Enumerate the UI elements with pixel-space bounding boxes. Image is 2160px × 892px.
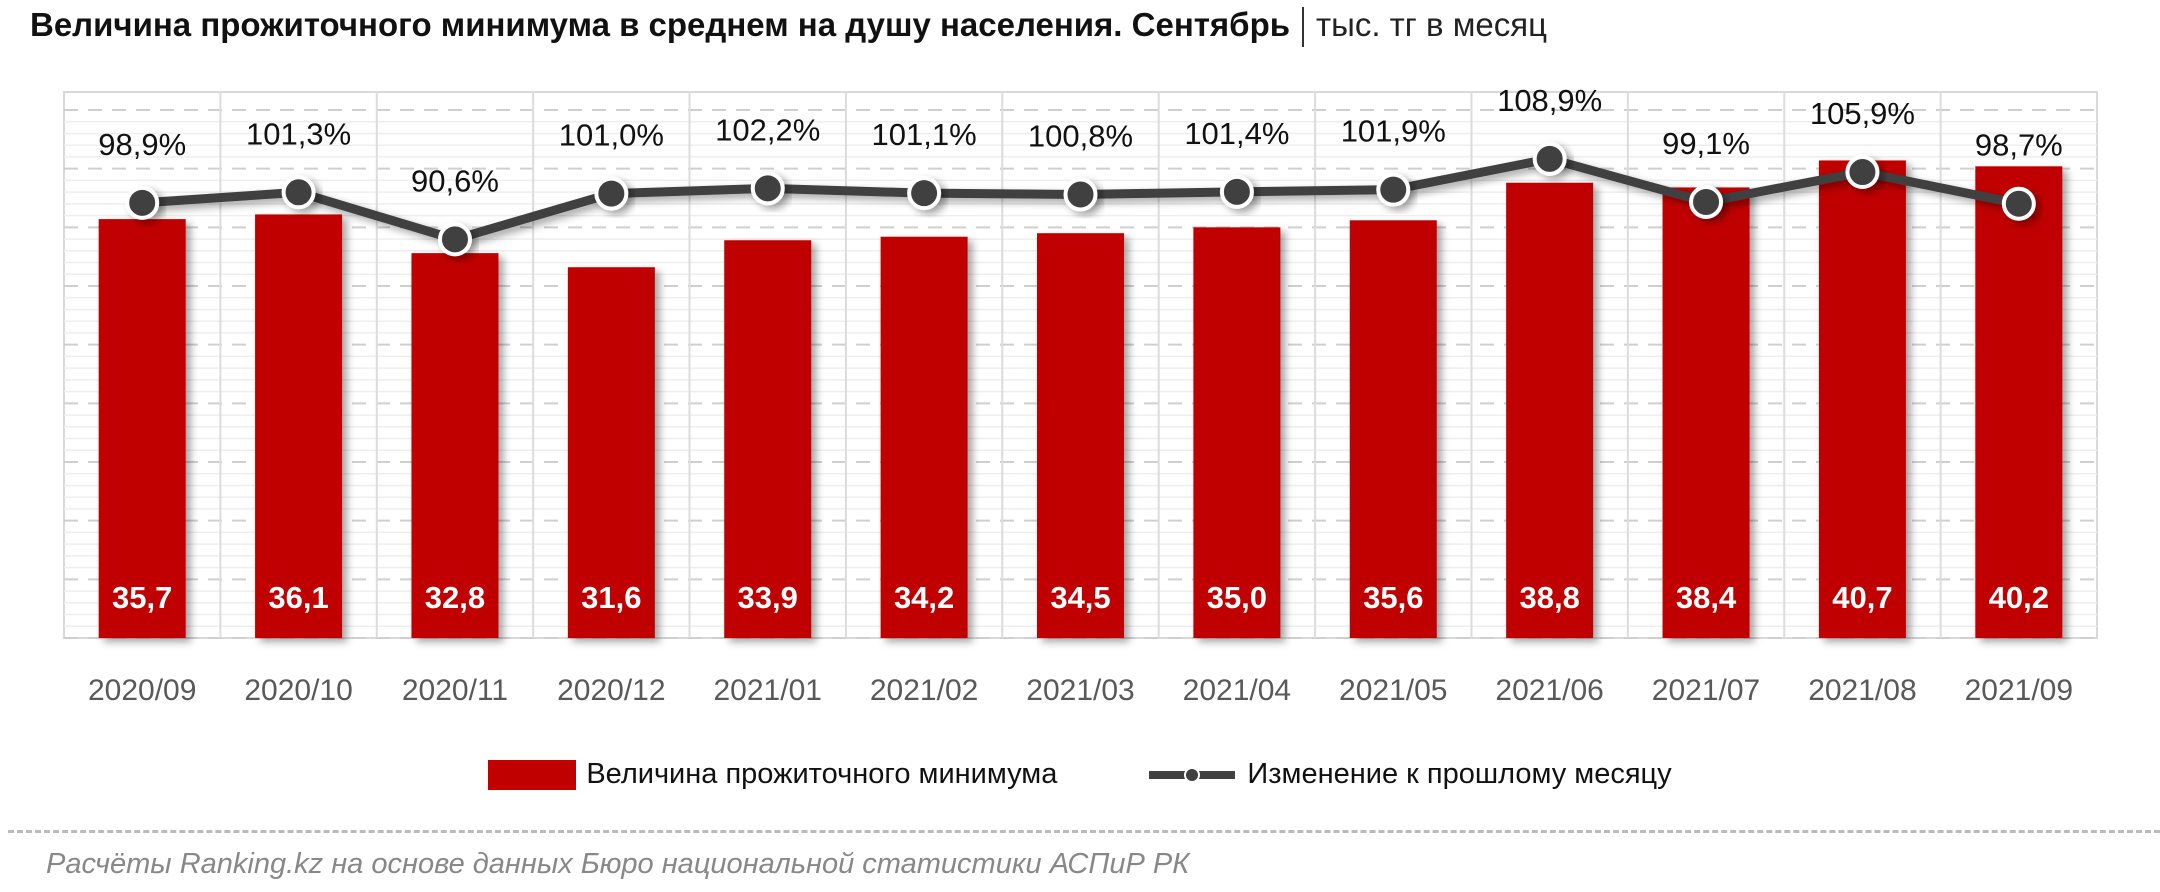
line-point (750, 171, 785, 206)
legend-label-bars: Величина прожиточного минимума (586, 758, 1058, 790)
legend-item-line: Изменение к прошлому месяцу (1147, 758, 1672, 791)
legend: Величина прожиточного минимума Изменение… (0, 758, 2160, 791)
x-tick-label: 2021/01 (714, 674, 822, 707)
line-value-label: 101,1% (872, 117, 977, 152)
x-tick-label: 2021/05 (1339, 674, 1447, 707)
x-tick-label: 2021/04 (1183, 674, 1291, 707)
chart-title: Величина прожиточного минимума в среднем… (30, 6, 1548, 48)
x-tick-label: 2021/09 (1965, 674, 2073, 707)
bar (1662, 187, 1750, 638)
title-divider (1302, 7, 1305, 48)
line-point (281, 175, 316, 210)
line-value-label: 98,7% (1975, 128, 2063, 163)
line-value-label: 101,3% (246, 116, 351, 151)
line-point (1689, 184, 1724, 219)
x-tick-label: 2021/03 (1026, 674, 1134, 707)
x-tick-label: 2021/07 (1652, 674, 1760, 707)
x-tick-label: 2020/11 (402, 674, 508, 707)
line-value-label: 98,9% (98, 127, 186, 162)
bar (411, 253, 499, 638)
legend-swatch-line (1149, 766, 1236, 783)
bar-value-label: 38,4 (1676, 580, 1737, 615)
bar (1349, 220, 1437, 638)
line-value-label: 101,9% (1341, 114, 1446, 149)
line-value-label: 99,1% (1662, 126, 1750, 161)
line-point (125, 185, 160, 220)
line-point (1532, 141, 1567, 176)
line-point (1219, 174, 1254, 209)
bar-value-label: 35,7 (112, 580, 172, 615)
line-value-label: 105,9% (1810, 96, 1915, 131)
bar-value-label: 40,7 (1832, 580, 1892, 615)
bar-value-label: 36,1 (268, 580, 328, 615)
bar-value-label: 34,2 (894, 580, 954, 615)
separator (8, 830, 2160, 833)
bar (98, 219, 186, 638)
line-point (1376, 172, 1411, 207)
bar (1506, 182, 1594, 638)
title-unit: тыс. тг в месяц (1316, 6, 1548, 43)
source-note: Расчёты Ranking.kz на основе данных Бюро… (46, 848, 1190, 880)
legend-label-line: Изменение к прошлому месяцу (1247, 758, 1672, 790)
bar-value-label: 35,6 (1363, 580, 1423, 615)
bar (1975, 166, 2063, 638)
line-value-label: 101,0% (559, 118, 664, 153)
bar-value-label: 38,8 (1519, 580, 1579, 615)
x-tick-label: 2020/12 (557, 674, 665, 707)
bar-value-label: 34,5 (1050, 580, 1110, 615)
bar-value-label: 33,9 (738, 580, 798, 615)
line-point (2001, 186, 2036, 221)
line-point (594, 176, 629, 211)
legend-swatch-bar (488, 759, 577, 790)
line-value-label: 101,4% (1184, 116, 1289, 151)
line-value-label: 100,8% (1028, 118, 1133, 153)
bar (255, 214, 343, 638)
x-tick-label: 2020/09 (88, 674, 196, 707)
line-value-label: 102,2% (715, 112, 820, 147)
line-value-label: 108,9% (1497, 83, 1602, 118)
line-value-label: 90,6% (411, 163, 499, 198)
bar (567, 267, 655, 638)
bar (1037, 233, 1124, 638)
x-tick-label: 2021/08 (1808, 674, 1916, 707)
title-text: Величина прожиточного минимума в среднем… (30, 6, 1291, 43)
bar-value-label: 31,6 (581, 580, 641, 615)
bar (724, 240, 812, 639)
bar (1193, 227, 1281, 639)
legend-item-bars: Величина прожиточного минимума (488, 758, 1057, 791)
line-point (437, 222, 472, 257)
bar-value-label: 40,2 (1989, 580, 2049, 615)
x-tick-label: 2020/10 (244, 674, 352, 707)
bar-value-label: 32,8 (425, 580, 485, 615)
line-point (1063, 177, 1098, 212)
line-point (1845, 155, 1880, 190)
bar-value-label: 35,0 (1207, 580, 1267, 615)
x-tick-label: 2021/02 (870, 674, 978, 707)
line-point (907, 176, 942, 211)
bar (1818, 160, 1906, 638)
bar (880, 236, 968, 638)
x-tick-label: 2021/06 (1495, 674, 1603, 707)
